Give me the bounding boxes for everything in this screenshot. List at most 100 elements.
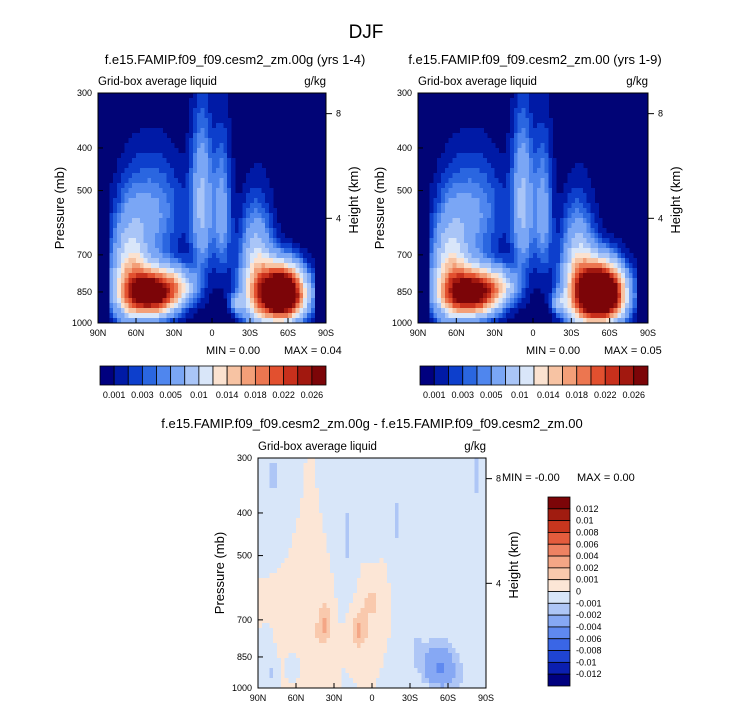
heatmap-cell (185, 213, 190, 219)
heatmap-cell (246, 258, 251, 264)
heatmap-cell (517, 178, 523, 184)
heatmap-cell (586, 208, 592, 214)
heatmap-cell (437, 288, 442, 294)
heatmap-cell (128, 253, 133, 259)
heatmap-cell (464, 168, 469, 174)
heatmap-cell (120, 303, 126, 309)
heatmap-cell (425, 483, 430, 489)
heatmap-cell (276, 248, 281, 254)
heatmap-cell (124, 313, 129, 319)
heatmap-cell (155, 148, 160, 154)
heatmap-cell (513, 98, 519, 104)
heatmap-cell (109, 193, 114, 199)
heatmap-cell (575, 163, 580, 169)
heatmap-cell (448, 283, 454, 289)
heatmap-cell (529, 128, 534, 134)
heatmap-cell (605, 303, 611, 309)
heatmap-cell (571, 293, 576, 299)
heatmap-cell (345, 483, 350, 489)
heatmap-cell (330, 528, 335, 534)
heatmap-cell (444, 513, 449, 519)
heatmap-cell (128, 203, 133, 209)
heatmap-cell (571, 303, 576, 309)
heatmap-cell (208, 263, 213, 269)
heatmap-cell (295, 268, 300, 274)
heatmap-cell (498, 293, 503, 299)
heatmap-cell (269, 298, 274, 304)
heatmap-cell (261, 548, 267, 554)
heatmap-cell (410, 468, 415, 474)
heatmap-cell (196, 218, 202, 224)
heatmap-cell (345, 558, 350, 564)
heatmap-cell (482, 568, 487, 574)
heatmap-cell (277, 528, 282, 534)
heatmap-cell (452, 228, 457, 234)
heatmap-cell (273, 558, 278, 564)
heatmap-cell (544, 123, 549, 129)
heatmap-cell (261, 503, 267, 509)
heatmap-cell (441, 298, 446, 304)
heatmap-cell (284, 538, 289, 544)
heatmap-cell (257, 218, 262, 224)
heatmap-cell (529, 278, 534, 284)
heatmap-cell (571, 193, 576, 199)
heatmap-cell (441, 318, 446, 324)
heatmap-cell (617, 248, 622, 254)
heatmap-cell (544, 253, 549, 259)
heatmap-cell (273, 518, 278, 524)
heatmap-cell (307, 558, 312, 564)
heatmap-cell (548, 253, 553, 259)
heatmap-cell (483, 208, 488, 214)
heatmap-cell (609, 253, 615, 259)
heatmap-cell (196, 303, 202, 309)
heatmap-cell (136, 238, 141, 244)
heatmap-cell (498, 193, 503, 199)
heatmap-cell (322, 533, 327, 539)
heatmap-cell (215, 213, 221, 219)
heatmap-cell (292, 523, 297, 529)
heatmap-cell (269, 258, 274, 264)
heatmap-cell (193, 213, 198, 219)
heatmap-cell (417, 473, 422, 479)
heatmap-cell (204, 193, 209, 199)
heatmap-cell (280, 318, 285, 324)
heatmap-cell (628, 253, 634, 259)
heatmap-cell (470, 503, 476, 509)
heatmap-cell (460, 308, 465, 314)
heatmap-cell (513, 308, 519, 314)
heatmap-cell (215, 123, 221, 129)
heatmap-cell (109, 268, 114, 274)
heatmap-cell (143, 188, 148, 194)
heatmap-cell (227, 133, 232, 139)
heatmap-cell (433, 293, 438, 299)
heatmap-cell (448, 248, 454, 254)
heatmap-cell (475, 133, 480, 139)
heatmap-cell (345, 543, 350, 549)
heatmap-cell (556, 258, 561, 264)
heatmap-cell (617, 298, 622, 304)
heatmap-cell (356, 568, 362, 574)
heatmap-cell (582, 223, 588, 229)
colorbar-label: 0.018 (244, 390, 267, 400)
heatmap-cell (521, 198, 526, 204)
heatmap-cell (250, 248, 255, 254)
heatmap-cell (136, 313, 141, 319)
heatmap-cell (387, 553, 392, 559)
heatmap-cell (212, 193, 217, 199)
heatmap-cell (410, 463, 415, 469)
heatmap-cell (433, 258, 438, 264)
heatmap-cell (490, 298, 496, 304)
heatmap-cell (521, 133, 526, 139)
heatmap-cell (265, 258, 270, 264)
heatmap-cell (571, 268, 576, 274)
heatmap-cell (594, 273, 599, 279)
heatmap-cell (326, 473, 331, 479)
heatmap-cell (257, 168, 262, 174)
heatmap-cell (136, 223, 141, 229)
heatmap-cell (353, 533, 358, 539)
heatmap-cell (582, 193, 588, 199)
heatmap-cell (479, 223, 484, 229)
heatmap-cell (139, 213, 145, 219)
heatmap-cell (437, 268, 442, 274)
heatmap-cell (322, 558, 327, 564)
